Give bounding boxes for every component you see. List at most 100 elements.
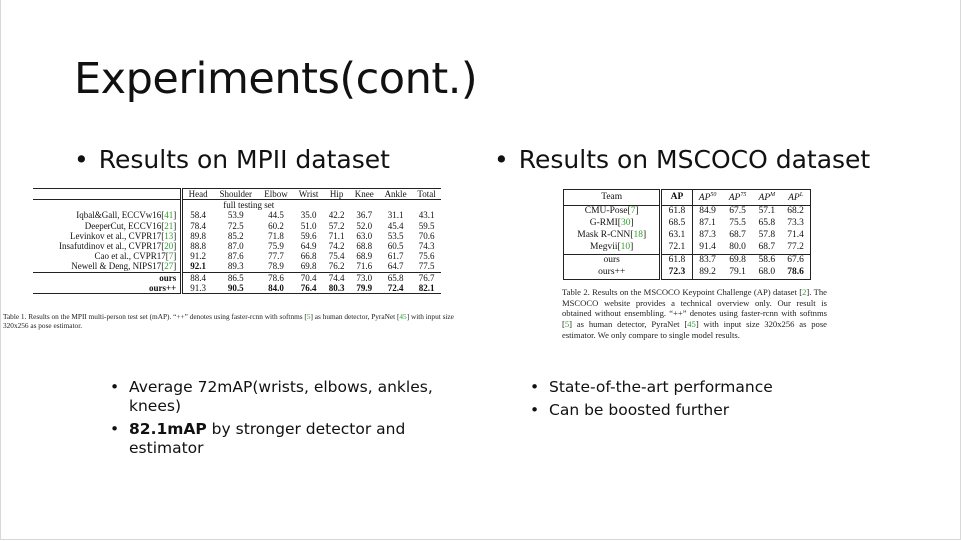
table-cell: 71.8	[268, 230, 284, 241]
table-row: Mask R-CNN[18] 63.1 87.3 68.7 57.8 71.4	[562, 229, 812, 242]
table-cell: 87.0	[227, 241, 244, 252]
table-cell: 90.5	[213, 282, 259, 295]
table-cell: 87.1	[699, 217, 716, 228]
table-cell: 91.4	[699, 241, 716, 252]
team-name: ours++	[598, 266, 626, 277]
method-cell: DeeperCut, ECCV16[21]	[33, 220, 184, 231]
bullet-dot: •	[530, 378, 540, 396]
table-header-row: Head Shoulder Elbow Wrist Hip Knee Ankle Total	[33, 187, 441, 201]
table-cell: 53.9	[227, 210, 244, 221]
heading-mscoco: • Results on MSCOCO dataset	[494, 145, 870, 174]
team-cell: CMU-Pose[7]	[562, 205, 663, 218]
citation: 21	[164, 220, 174, 231]
table-row: DeeperCut, ECCV16[21] 78.4 72.5 60.2 51.0 57.…	[33, 220, 441, 231]
table-cell: 68.7	[729, 229, 746, 240]
table-cell: 65.8	[758, 217, 776, 228]
table-cell: 80.0	[729, 241, 746, 252]
team-name: CMU-Pose	[584, 206, 628, 217]
caption-text: ]. The MSCOCO website provides a technic…	[562, 287, 827, 330]
caption-text: Table 2. Results on the MSCOCO Keypoint …	[562, 287, 803, 297]
table-cell: 57.8	[758, 229, 776, 240]
table-cell: 89.3	[227, 261, 244, 272]
table-cell: 71.4	[781, 229, 812, 242]
table-cell: 83.7	[692, 253, 723, 267]
table-cell: 74.3	[418, 241, 435, 252]
method-name: Cao et al., CVPR17	[94, 251, 166, 262]
method-cell: Newell & Deng, NIPS17[27]	[33, 261, 184, 273]
table-row: ours 61.8 83.7 69.8 58.6 67.6	[562, 253, 812, 267]
table-cell: 74.4	[323, 271, 350, 283]
bullet-dot: •	[110, 378, 120, 396]
table-cell: 35.0	[300, 210, 317, 221]
table-cell: 44.5	[268, 210, 284, 221]
table-cell: 64.9	[300, 241, 317, 252]
table-cell: 87.3	[699, 229, 716, 240]
citation: 41	[164, 210, 174, 221]
citation: 10	[620, 241, 631, 252]
table-cell: 60.5	[387, 241, 404, 252]
table-cell: 88.4	[181, 271, 214, 283]
team-cell: ours	[562, 253, 663, 267]
column-header: AP50	[692, 188, 723, 207]
table-cell: 31.1	[387, 210, 404, 221]
table-cell: 68.5	[660, 217, 693, 230]
table-cell: 70.4	[293, 271, 324, 283]
mpii-results-table: Head Shoulder Elbow Wrist Hip Knee Ankle Total f…	[33, 187, 441, 295]
table-cell: 72.3	[660, 266, 693, 280]
column-header: Elbow	[258, 187, 294, 201]
column-header: Wrist	[293, 187, 324, 201]
table-cell: 91.3	[181, 282, 214, 295]
caption-text: ] as human detector, PyraNet [	[569, 319, 688, 330]
table-cell: 69.8	[300, 261, 317, 272]
table-cell: 85.2	[227, 230, 244, 241]
list-item: • 82.1mAP by stronger detector and estim…	[110, 420, 460, 458]
table-cell: 89.2	[692, 266, 723, 280]
bullet-text: Average 72mAP(wrists, elbows, ankles, kn…	[129, 378, 433, 415]
table-row: ours++ 91.3 90.5 84.0 76.4 80.3 79.9 72.4 82.1	[33, 282, 441, 295]
method-cell: Cao et al., CVPR17[7]	[33, 251, 184, 262]
bullet-dot: •	[530, 401, 540, 419]
table-subheader: full testing set	[223, 200, 275, 211]
team-cell: Mask R-CNN[18]	[562, 229, 663, 242]
bullet-text: Can be boosted further	[549, 401, 730, 419]
table-cell: 36.7	[356, 210, 373, 221]
team-cell: Megvii[10]	[562, 241, 663, 255]
table-cell: 61.8	[660, 253, 693, 267]
table-row: Iqbal&Gall, ECCVw16[41] 58.4 53.9 44.5 35.0 4…	[33, 210, 441, 221]
column-header	[33, 187, 184, 201]
slide-title: Experiments(cont.)	[74, 54, 478, 104]
column-header-superscript: 50	[710, 192, 717, 198]
table-cell: 71.1	[328, 230, 345, 241]
column-header-base: AP	[758, 193, 771, 204]
table-cell: 77.7	[268, 251, 284, 262]
team-cell: G-RMI[30]	[562, 217, 663, 230]
table-cell: 61.8	[660, 205, 693, 218]
bullet-text: State-of-the-art performance	[549, 378, 773, 396]
table-cell: 78.9	[268, 261, 284, 272]
table-cell: 59.5	[418, 220, 435, 231]
table-row: Cao et al., CVPR17[7] 91.2 87.6 77.7 66.8 75.…	[33, 251, 441, 262]
table-cell	[33, 199, 184, 211]
table-cell: 78.6	[781, 266, 812, 280]
table-cell: 72.4	[379, 282, 413, 295]
citation: 45	[687, 319, 696, 330]
table-cell: 68.0	[752, 266, 782, 280]
table-row: ours++ 72.3 89.2 79.1 68.0 78.6	[562, 266, 812, 280]
table-cell: 59.6	[300, 230, 317, 241]
caption-text: Table 1. Results on the MPII multi-perso…	[3, 312, 307, 321]
method-name: ours++	[148, 282, 177, 293]
table-cell: 68.2	[781, 205, 812, 218]
heading-mscoco-text: Results on MSCOCO dataset	[518, 145, 871, 174]
table-row: G-RMI[30] 68.5 87.1 75.5 65.8 73.3	[562, 217, 812, 230]
table-row: Levinkov et al., CVPR17[13] 89.8 85.2 71.8 5…	[33, 230, 441, 242]
table-row: Insafutdinov et al., CVPR17[20] 88.8 87.0 7…	[33, 241, 441, 252]
caption-text: ] as human detector, PyraNet [	[310, 312, 400, 321]
table-row: Megvii[10] 72.1 91.4 80.0 68.7 77.2	[562, 241, 812, 255]
table-cell: 52.0	[356, 220, 373, 231]
table-cell: 71.6	[356, 261, 373, 272]
column-header-base: AP	[788, 193, 800, 204]
table-row: ours 88.4 86.5 78.6 70.4 74.4 73.0 65.8 76.7	[33, 271, 441, 283]
table-cell: 53.5	[387, 230, 404, 241]
table-cell: 75.9	[268, 241, 284, 252]
method-name: Iqbal&Gall, ECCVw16	[76, 210, 162, 221]
